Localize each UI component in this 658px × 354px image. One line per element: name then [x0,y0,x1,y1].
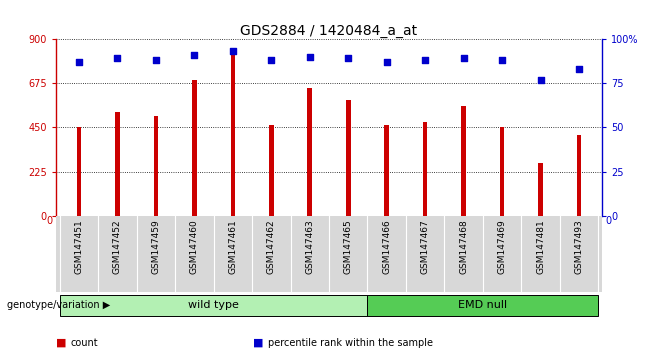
Text: genotype/variation ▶: genotype/variation ▶ [7,300,110,310]
Bar [367,295,598,316]
Bar [538,163,543,216]
Point [305,54,315,59]
Point [382,59,392,65]
Text: GSM147481: GSM147481 [536,220,545,274]
Point [189,52,199,58]
Text: GSM147468: GSM147468 [459,220,468,274]
Point [266,57,276,63]
Point [459,56,469,61]
Bar [500,127,505,216]
Bar [192,80,197,216]
Text: GSM147462: GSM147462 [266,220,276,274]
Text: GSM147452: GSM147452 [113,220,122,274]
Text: GSM147451: GSM147451 [74,220,84,274]
Point [497,57,507,63]
Text: GSM147461: GSM147461 [228,220,238,274]
Bar [307,88,312,216]
Text: GSM147493: GSM147493 [574,220,584,274]
Text: wild type: wild type [188,300,239,310]
Bar [230,51,235,216]
Point [574,66,584,72]
Point [113,56,123,61]
Point [420,57,430,63]
Text: GSM147460: GSM147460 [190,220,199,274]
Text: EMD null: EMD null [458,300,507,310]
Point [343,56,353,61]
Bar [153,116,158,216]
Text: 0: 0 [47,216,53,226]
Text: ■: ■ [56,338,66,348]
Bar [77,127,82,216]
Text: GSM147465: GSM147465 [343,220,353,274]
Point [228,48,238,54]
Text: count: count [70,338,98,348]
Bar [423,121,428,216]
Text: ■: ■ [253,338,264,348]
Text: GSM147467: GSM147467 [420,220,430,274]
Text: GSM147466: GSM147466 [382,220,392,274]
Point [151,57,161,63]
Bar [60,295,367,316]
Bar [384,125,389,216]
Point [535,77,545,82]
Bar [461,106,466,216]
Bar [269,125,274,216]
Point [74,59,84,65]
Text: GSM147459: GSM147459 [151,220,161,274]
Text: GSM147463: GSM147463 [305,220,315,274]
Text: GSM147469: GSM147469 [497,220,507,274]
Title: GDS2884 / 1420484_a_at: GDS2884 / 1420484_a_at [240,24,418,38]
Text: percentile rank within the sample: percentile rank within the sample [268,338,433,348]
Bar [576,135,581,216]
Text: 0: 0 [605,216,611,226]
Bar [115,112,120,216]
Bar [346,100,351,216]
